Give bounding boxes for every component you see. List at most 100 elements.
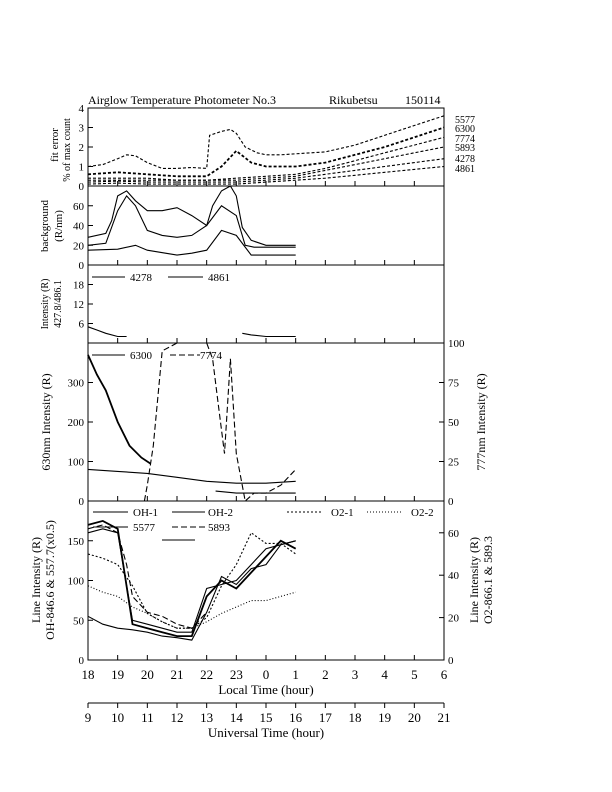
panel-fit-error (87, 107, 445, 187)
y-tick-label: 300 (68, 378, 85, 390)
series-line (143, 342, 297, 503)
y-tick-label: 12 (73, 299, 84, 311)
chart-title: Airglow Temperature Photometer No.3 (88, 93, 276, 107)
fit-error-ylabel: fit error (49, 128, 61, 162)
oh-ylabel2: OH-846.6 & 557.7(x0.5) (43, 520, 57, 640)
local-tick-label: 2 (322, 667, 329, 682)
local-tick-label: 22 (200, 667, 213, 682)
panel-630-ylabel: 630nm Intensity (R) (39, 373, 53, 470)
local-tick-label: 20 (141, 667, 154, 682)
o2-ylabel2: O2-866.1 & 589.3 (481, 536, 495, 624)
y-right-tick-label: 0 (448, 655, 454, 667)
ut-tick-label: 14 (230, 710, 244, 725)
series-line (87, 185, 296, 246)
y-tick-label: 60 (73, 201, 85, 213)
ut-tick-label: 11 (141, 710, 154, 725)
universal-time-label: Universal Time (hour) (208, 725, 324, 740)
y-tick-label: 6 (79, 319, 85, 331)
local-tick-label: 21 (171, 667, 184, 682)
series-line (87, 126, 445, 178)
ut-tick-label: 16 (289, 710, 303, 725)
ut-tick-label: 20 (408, 710, 421, 725)
date-code: 150114 (405, 93, 441, 107)
ut-tick-label: 10 (111, 710, 124, 725)
legend-label-o2-2: O2-2 (411, 507, 434, 519)
station-label: Rikubetsu (329, 93, 378, 107)
y-tick-label: 4 (79, 103, 85, 115)
series-line (87, 524, 208, 629)
panel-777-ylabel: 777nm Intensity (R) (474, 373, 488, 470)
ut-tick-label: 12 (171, 710, 184, 725)
legend-label-7774: 7774 (200, 350, 223, 362)
fit-error-line-label: 4278 (455, 154, 475, 165)
ut-tick-label: 19 (378, 710, 391, 725)
local-tick-label: 1 (292, 667, 299, 682)
fit-error-line-label: 5577 (455, 115, 475, 126)
y-tick-label: 0 (79, 496, 85, 508)
y-tick-label: 0 (79, 655, 85, 667)
y-tick-label: 50 (73, 615, 85, 627)
legend-label-oh-2: OH-2 (208, 507, 233, 519)
y-tick-label: 200 (68, 417, 85, 429)
legend-label-o2-1: O2-1 (331, 507, 354, 519)
y-right-tick-label: 25 (448, 457, 460, 469)
y-right-tick-label: 20 (448, 613, 460, 625)
y-tick-label: 0 (79, 181, 85, 193)
blue-ylabel2: 427.8/486.1 (53, 280, 64, 328)
ut-tick-label: 21 (438, 710, 451, 725)
y-tick-label: 20 (73, 240, 85, 252)
y-right-tick-label: 40 (448, 570, 460, 582)
background-ylabel2: (R/nm) (53, 210, 65, 242)
y-tick-label: 100 (68, 457, 85, 469)
local-tick-label: 6 (441, 667, 448, 682)
legend-label-6300: 6300 (130, 350, 153, 362)
local-tick-label: 5 (411, 667, 418, 682)
local-time-label: Local Time (hour) (218, 682, 313, 697)
series-line (87, 540, 296, 641)
legend-label-oh-1: OH-1 (133, 507, 158, 519)
fit-error-line-label: 5893 (455, 143, 475, 154)
chart-marks: 18 19 20 21 22 23 0 1 2 3 4 5 69 10 11 12 13 14 15 16 17 18 19… (68, 103, 476, 725)
y-tick-label: 0 (79, 260, 85, 272)
fit-error-ylabel2: % of max count (62, 118, 73, 182)
ut-tick-label: 17 (319, 710, 333, 725)
series-line (87, 326, 127, 338)
y-tick-label: 40 (73, 221, 85, 233)
fit-error-line-label: 7774 (455, 134, 475, 145)
series-line (88, 146, 445, 181)
fit-error-line-label: 4861 (455, 164, 475, 175)
y-tick-label: 1 (79, 162, 85, 174)
series-line (87, 531, 297, 629)
ut-tick-label: 15 (260, 710, 273, 725)
ut-tick-label: 18 (349, 710, 362, 725)
y-right-tick-label: 60 (448, 528, 460, 540)
background-ylabel: background (39, 200, 51, 252)
series-line (87, 194, 296, 248)
series-line (87, 528, 296, 633)
local-tick-label: 3 (352, 667, 359, 682)
local-tick-label: 0 (263, 667, 270, 682)
series-line (242, 332, 296, 338)
ut-tick-label: 13 (200, 710, 213, 725)
fit-error-line-label: 6300 (455, 124, 475, 135)
o2-ylabel: Line Intensity (R) (467, 537, 481, 623)
series-line (87, 158, 445, 183)
local-tick-label: 4 (381, 667, 388, 682)
y-tick-label: 100 (68, 576, 85, 588)
local-tick-label: 23 (230, 667, 243, 682)
series-line (87, 115, 445, 169)
series-line (87, 354, 151, 465)
legend-label-4861: 4861 (208, 272, 230, 284)
y-right-tick-label: 0 (448, 496, 454, 508)
y-right-tick-label: 75 (448, 378, 460, 390)
panel-background (87, 185, 445, 266)
series-line (87, 468, 296, 484)
legend-label-5577: 5577 (133, 522, 156, 534)
legend-label-5893: 5893 (208, 522, 231, 534)
y-tick-label: 18 (73, 280, 85, 292)
series-line (87, 229, 296, 256)
blue-ylabel: Intensity (R) (40, 279, 51, 330)
y-right-tick-label: 50 (448, 417, 460, 429)
y-tick-label: 3 (79, 123, 85, 135)
